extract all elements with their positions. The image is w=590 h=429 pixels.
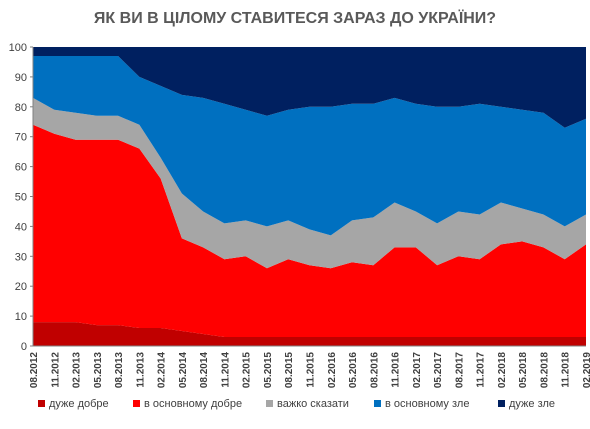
x-tick-label: 02.2013 xyxy=(72,352,83,389)
x-tick-label: 05.2014 xyxy=(178,352,189,389)
y-tick-label: 80 xyxy=(15,102,27,114)
x-tick-label: 11.2016 xyxy=(391,352,402,388)
legend-swatch xyxy=(133,400,140,407)
y-tick-label: 90 xyxy=(15,72,27,84)
legend-swatch xyxy=(498,400,505,407)
area-series-3 xyxy=(33,97,586,269)
y-tick-label: 70 xyxy=(15,132,27,144)
x-tick-label: 08.2015 xyxy=(284,352,295,389)
series-areas xyxy=(33,47,586,346)
y-tick-label: 60 xyxy=(15,162,27,174)
area-series-2 xyxy=(33,124,586,338)
x-tick-label: 05.2016 xyxy=(348,352,359,389)
legend-swatch xyxy=(374,400,381,407)
y-tick-label: 50 xyxy=(15,192,27,204)
x-tick-label: 05.2013 xyxy=(93,352,104,389)
x-tick-label: 08.2012 xyxy=(29,352,40,389)
legend-label: важко сказати xyxy=(277,398,349,410)
area-series-4 xyxy=(33,55,586,236)
legend-label: дуже добре xyxy=(49,398,109,410)
x-tick-label: 11.2014 xyxy=(220,352,231,388)
y-tick-labels: 0 10 20 30 40 50 60 70 80 90 100 xyxy=(9,42,33,353)
legend-swatch xyxy=(38,400,45,407)
x-tick-label: 02.2018 xyxy=(497,352,508,389)
x-tick-label: 05.2017 xyxy=(433,352,444,389)
x-tick-label: 02.2014 xyxy=(157,352,168,389)
x-tick-label: 11.2018 xyxy=(561,352,572,388)
area-series-1 xyxy=(33,322,586,346)
x-tick-label: 08.2017 xyxy=(454,352,465,389)
x-tick-label: 05.2018 xyxy=(518,352,529,389)
legend: дуже добре в основному добре важко сказати… xyxy=(38,398,555,410)
area-series-5 xyxy=(33,47,586,128)
y-tick-label: 0 xyxy=(21,341,27,353)
chart-title: ЯК ВИ В ЦІЛОМУ СТАВИТЕСЯ ЗАРАЗ ДО УКРАЇН… xyxy=(93,10,497,27)
y-tick-label: 10 xyxy=(15,311,27,323)
x-tick-labels: 08.2012 11.2012 02.2013 05.2013 08.2013 11.20… xyxy=(29,352,590,389)
legend-swatch xyxy=(266,400,273,407)
y-tick-label: 20 xyxy=(15,281,27,293)
x-tick-label: 08.2018 xyxy=(539,352,550,389)
x-tick-label: 11.2015 xyxy=(306,352,317,388)
legend-label: в основному зле xyxy=(385,398,469,410)
legend-label: в основному добре xyxy=(144,398,242,410)
y-tick-label: 40 xyxy=(15,221,27,233)
legend-label: дуже зле xyxy=(509,398,555,410)
x-tick-label: 02.2019 xyxy=(582,352,590,389)
x-tick-label: 02.2017 xyxy=(412,352,423,389)
x-tick-label: 11.2017 xyxy=(476,352,487,388)
x-tick-label: 02.2015 xyxy=(242,352,253,389)
x-tick-label: 08.2014 xyxy=(199,352,210,389)
y-tick-label: 30 xyxy=(15,251,27,263)
x-tick-label: 08.2016 xyxy=(369,352,380,389)
y-tick-label: 100 xyxy=(9,42,27,54)
x-tick-label: 11.2013 xyxy=(135,352,146,388)
x-tick-label: 08.2013 xyxy=(114,352,125,389)
x-tick-label: 02.2016 xyxy=(327,352,338,389)
x-tick-label: 05.2015 xyxy=(263,352,274,389)
x-tick-label: 11.2012 xyxy=(50,352,61,388)
